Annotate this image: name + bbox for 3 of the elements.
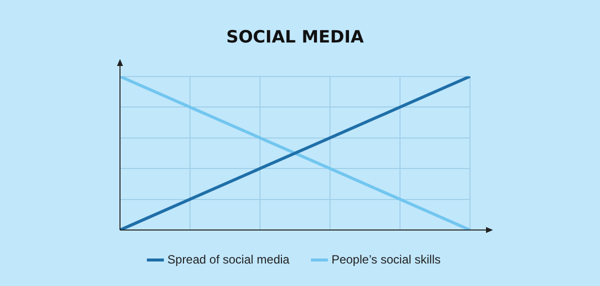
legend-label: Spread of social media — [167, 252, 290, 266]
chart-title: SOCIAL MEDIA — [226, 28, 365, 48]
legend-label: People’s social skills — [331, 252, 441, 266]
